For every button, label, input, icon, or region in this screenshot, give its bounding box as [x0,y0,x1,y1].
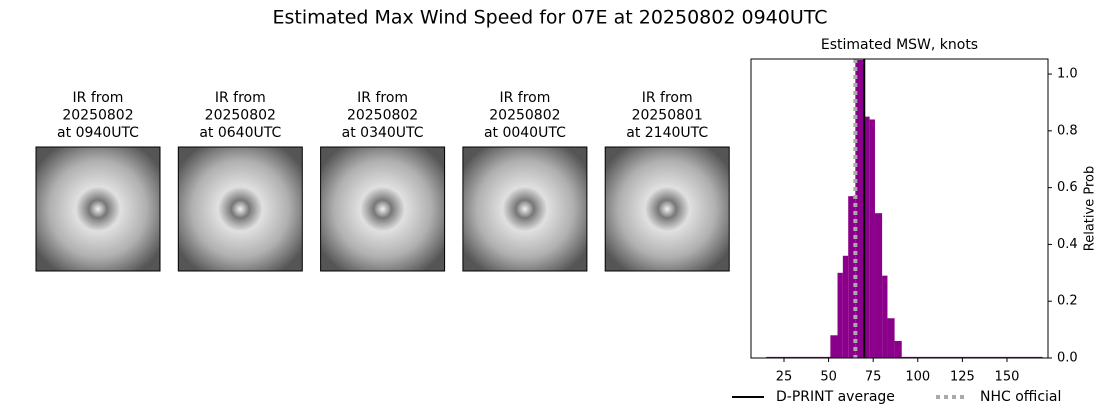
panel-title: 20250802 [62,108,133,124]
x-tick-label: 100 [905,370,930,385]
bar [848,196,856,358]
panel-title: at 2140UTC [626,125,708,141]
bar [894,340,902,358]
panel-title: at 0040UTC [484,125,566,141]
x-tick-label: 150 [995,370,1020,385]
panel-title: IR from [73,90,124,106]
panel-title: 20250802 [489,108,560,124]
bar [887,318,895,358]
panel-title: at 0940UTC [57,125,139,141]
bar [837,272,843,358]
legend-label: NHC official [980,389,1061,405]
y-axis-label: Relative Prob [1083,166,1098,251]
bar [842,255,849,358]
x-tick-label: 125 [950,370,975,385]
legend-label: D-PRINT average [776,389,895,405]
chart-title: Estimated MSW, knots [821,37,978,53]
x-tick-label: 50 [820,370,837,385]
ir-image [462,146,588,272]
bar [874,213,883,358]
ir-image [604,146,730,272]
x-tick-label: 25 [776,370,793,385]
y-tick-label: 0.8 [1057,123,1078,138]
bar [882,275,888,358]
y-tick-label: 0.4 [1057,237,1078,252]
figure-title: Estimated Max Wind Speed for 07E at 2025… [272,7,827,29]
bar [830,335,838,358]
panel-title: 20250802 [347,108,418,124]
y-tick-label: 0.6 [1057,180,1078,195]
x-tick-label: 75 [865,370,882,385]
panel-title: IR from [357,90,408,106]
panel-title: IR from [642,90,693,106]
panel-title: IR from [499,90,550,106]
bar [855,59,865,358]
bar [766,356,831,358]
panel-title: at 0340UTC [342,125,424,141]
y-tick-label: 1.0 [1057,67,1078,82]
ir-image [320,146,446,272]
panel-title: 20250801 [632,108,703,124]
bar [901,356,1043,358]
plot-frame [750,58,1049,359]
bar [869,119,875,359]
y-tick-label: 0.2 [1057,294,1078,309]
ir-image [35,146,161,272]
ir-image [177,146,303,272]
panel-title: at 0640UTC [199,125,281,141]
panel-title: 20250802 [205,108,276,124]
panel-title: IR from [215,90,266,106]
bar [864,116,870,359]
y-tick-label: 0.0 [1057,351,1078,366]
